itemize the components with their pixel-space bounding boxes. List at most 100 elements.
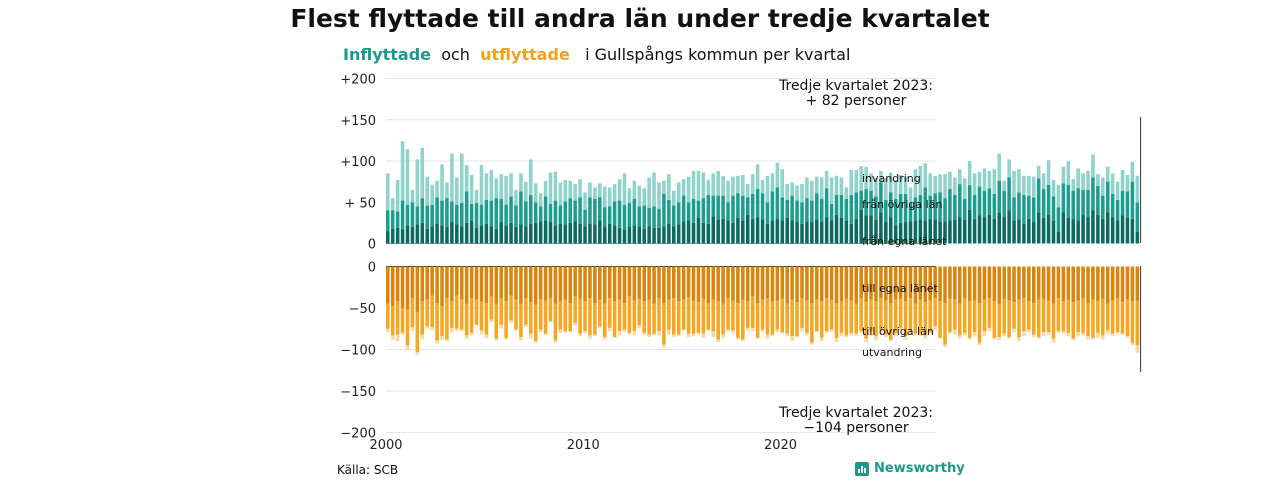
bar-out-1 bbox=[1066, 299, 1071, 333]
bar-out-1 bbox=[1076, 300, 1080, 333]
bar-in-1 bbox=[450, 201, 454, 223]
bar-out-1 bbox=[479, 301, 484, 331]
bar-out-0 bbox=[588, 266, 592, 299]
bar-in-1 bbox=[657, 208, 661, 228]
bar-out-1 bbox=[548, 298, 553, 322]
bar-out-2 bbox=[445, 339, 449, 342]
bar-out-2 bbox=[420, 334, 425, 340]
bar-out-1 bbox=[1036, 299, 1041, 338]
bar-out-2 bbox=[1002, 333, 1006, 337]
bar-in-1 bbox=[874, 196, 878, 220]
bar-in-0 bbox=[962, 219, 967, 244]
y-tick-label: 0 bbox=[368, 238, 376, 253]
bar-in-2 bbox=[750, 174, 755, 194]
bar-out-0 bbox=[563, 266, 568, 300]
bar-in-0 bbox=[415, 224, 420, 244]
bar-out-2 bbox=[829, 329, 834, 333]
bar-out-1 bbox=[864, 302, 868, 339]
bar-out-0 bbox=[1061, 266, 1066, 302]
bar-in-0 bbox=[706, 223, 711, 244]
bar-in-0 bbox=[543, 220, 548, 244]
bar-out-0 bbox=[780, 266, 785, 299]
bar-in-2 bbox=[445, 182, 449, 199]
bar-out-2 bbox=[405, 345, 410, 351]
bar-out-2 bbox=[1041, 332, 1046, 337]
source-note: Källa: SCB bbox=[337, 463, 399, 477]
bar-out-0 bbox=[1130, 266, 1135, 302]
bar-out-1 bbox=[849, 300, 854, 333]
bar-in-0 bbox=[1135, 231, 1140, 244]
bar-in-1 bbox=[519, 191, 523, 225]
bar-out-0 bbox=[918, 266, 923, 300]
bar-out-1 bbox=[1012, 302, 1016, 329]
bar-out-1 bbox=[1091, 299, 1095, 338]
y-tick-label: 0 bbox=[368, 261, 376, 276]
bar-out-1 bbox=[987, 298, 992, 328]
bar-out-0 bbox=[815, 266, 819, 300]
bar-in-1 bbox=[676, 202, 681, 225]
bar-in-0 bbox=[1125, 217, 1130, 244]
bar-in-2 bbox=[800, 184, 804, 203]
subtitle-och: och bbox=[441, 45, 470, 64]
bar-out-2 bbox=[938, 337, 942, 339]
bar-out-1 bbox=[622, 303, 627, 330]
bar-in-2 bbox=[1091, 154, 1095, 178]
bar-in-2 bbox=[1135, 175, 1140, 203]
bar-out-2 bbox=[958, 335, 962, 339]
bar-out-1 bbox=[386, 303, 390, 329]
bar-out-0 bbox=[390, 266, 395, 307]
bar-out-1 bbox=[499, 298, 503, 325]
bar-out-0 bbox=[908, 266, 913, 299]
bar-in-1 bbox=[1105, 181, 1110, 213]
bar-in-1 bbox=[514, 205, 518, 227]
bar-in-2 bbox=[884, 178, 888, 200]
bar-out-0 bbox=[459, 266, 464, 300]
bar-out-2 bbox=[1130, 342, 1135, 346]
bar-out-0 bbox=[765, 266, 770, 299]
bar-in-1 bbox=[1051, 196, 1056, 221]
bar-in-1 bbox=[992, 194, 997, 219]
bar-in-2 bbox=[977, 171, 982, 187]
brand-logo: Newsworthy bbox=[855, 461, 965, 476]
bar-in-2 bbox=[504, 175, 508, 205]
bar-in-2 bbox=[459, 153, 464, 204]
bar-out-0 bbox=[1101, 266, 1105, 299]
bar-in-1 bbox=[440, 200, 444, 226]
bar-in-0 bbox=[795, 221, 799, 244]
bar-in-2 bbox=[810, 180, 814, 201]
bar-out-2 bbox=[770, 334, 775, 337]
bar-out-0 bbox=[849, 266, 854, 301]
bar-in-2 bbox=[854, 170, 859, 193]
bar-out-0 bbox=[736, 266, 740, 304]
bar-out-1 bbox=[903, 301, 908, 337]
bar-in-2 bbox=[790, 182, 794, 196]
bar-out-1 bbox=[898, 298, 903, 328]
bar-in-1 bbox=[943, 198, 947, 222]
bar-out-0 bbox=[898, 266, 903, 299]
bar-out-2 bbox=[741, 339, 745, 342]
bar-in-1 bbox=[686, 202, 691, 221]
bar-in-0 bbox=[726, 220, 730, 244]
bar-out-2 bbox=[676, 334, 681, 337]
bar-in-1 bbox=[1110, 194, 1115, 218]
bar-in-1 bbox=[425, 205, 430, 229]
bar-in-0 bbox=[805, 221, 809, 244]
bar-in-2 bbox=[563, 179, 568, 202]
bar-in-0 bbox=[849, 223, 854, 244]
bar-in-2 bbox=[1066, 161, 1071, 185]
bar-out-1 bbox=[716, 301, 720, 340]
bar-in-0 bbox=[696, 217, 701, 244]
bar-in-0 bbox=[568, 222, 573, 244]
x-tick-label: 2020 bbox=[764, 438, 797, 453]
bar-in-0 bbox=[987, 214, 992, 244]
bar-out-2 bbox=[854, 333, 859, 337]
bar-in-1 bbox=[972, 194, 977, 219]
bar-out-1 bbox=[908, 298, 913, 332]
bar-in-2 bbox=[681, 179, 686, 196]
bar-out-1 bbox=[1135, 300, 1140, 346]
bar-out-1 bbox=[775, 300, 780, 330]
bar-out-0 bbox=[943, 266, 947, 304]
bar-out-1 bbox=[538, 299, 543, 330]
bar-in-1 bbox=[637, 206, 642, 227]
bar-out-2 bbox=[1027, 329, 1031, 333]
